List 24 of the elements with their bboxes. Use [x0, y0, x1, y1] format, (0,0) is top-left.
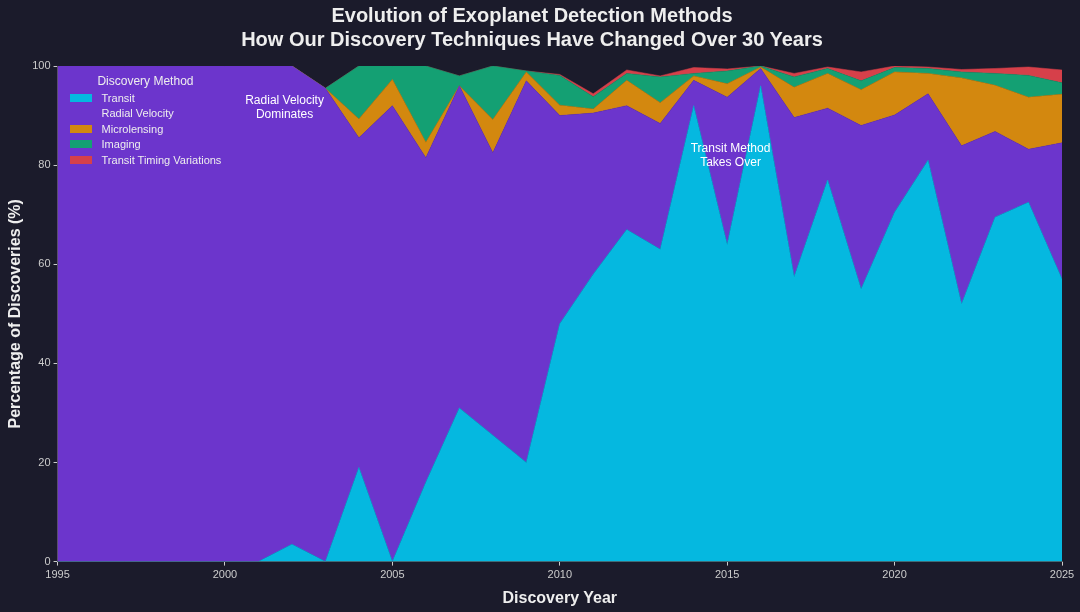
legend-label: Transit Timing Variations — [101, 153, 222, 166]
legend-label: Imaging — [101, 138, 141, 151]
legend-label: Transit — [101, 91, 135, 104]
series-label: Radial Velocity — [101, 107, 174, 120]
chart-subtitle: How Our Discovery Techniques Have Changed Over 30 Years — [241, 27, 823, 50]
legend-title: Discovery Method — [96, 74, 195, 88]
annotation: Radial Velocity Dominates — [245, 93, 324, 122]
x-tick-label: 2020 — [882, 568, 907, 581]
x-tick-label: 2010 — [547, 568, 573, 581]
y-axis-title: Percentage of Discoveries (%) — [6, 199, 24, 429]
y-tick-label: 80 — [38, 158, 51, 171]
legend-label: Microlensing — [101, 122, 164, 135]
y-tick-label: 20 — [38, 455, 51, 468]
y-tick-label: 0 — [44, 554, 51, 567]
chart-title: Evolution of Exoplanet Detection Methods — [331, 3, 733, 26]
x-axis-title: Discovery Year — [502, 588, 618, 606]
x-tick-label: 2025 — [1049, 568, 1075, 581]
x-tick-label: 1995 — [45, 568, 70, 581]
x-tick-label: 2000 — [212, 568, 238, 581]
y-tick-label: 100 — [32, 59, 51, 72]
y-tick-label: 60 — [38, 257, 51, 270]
x-tick-label: 2005 — [380, 568, 405, 581]
y-tick-label: 40 — [38, 356, 51, 369]
x-tick-label: 2015 — [714, 568, 740, 581]
